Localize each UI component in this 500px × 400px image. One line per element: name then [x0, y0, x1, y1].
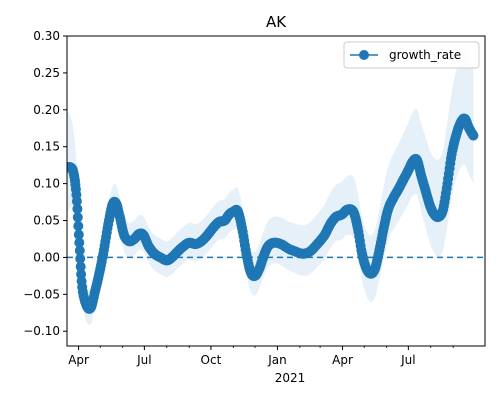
x-tick-label-3: Jan	[267, 353, 287, 367]
series-points	[67, 113, 479, 314]
data-point-24	[74, 237, 85, 248]
y-tick-label-3: 0.05	[33, 214, 60, 228]
y-tick-label-0: −0.10	[23, 324, 60, 338]
y-tick-label-6: 0.20	[33, 103, 60, 117]
data-point-21	[72, 212, 83, 223]
plot-frame	[66, 35, 486, 347]
legend-box	[343, 41, 480, 69]
x-tick-label-0: Apr	[68, 353, 89, 367]
data-point-19	[71, 196, 82, 207]
data-point-20	[72, 203, 83, 214]
x-axis: Apr Jul Oct Jan Apr Jul	[68, 346, 454, 367]
legend-label: growth_rate	[389, 48, 461, 62]
data-point-27	[75, 261, 86, 272]
x-tick-label-1: Jul	[136, 353, 151, 367]
data-point-25	[74, 245, 85, 256]
y-tick-label-1: −0.05	[23, 287, 60, 301]
y-tick-label-5: 0.15	[33, 140, 60, 154]
x-tick-label-5: Jul	[400, 353, 415, 367]
x-tick-label-2: Oct	[201, 353, 222, 367]
x-tick-label-4: Apr	[332, 353, 353, 367]
y-tick-label-2: 0.00	[33, 250, 60, 264]
y-tick-label-8: 0.30	[33, 29, 60, 43]
x-year-label: 2021	[275, 371, 306, 385]
chart-title: AK	[266, 13, 287, 31]
data-point-23	[73, 229, 84, 240]
data-point-26	[75, 253, 86, 264]
y-tick-label-4: 0.10	[33, 177, 60, 191]
data-point-498	[468, 130, 479, 141]
plot-area	[67, 50, 485, 325]
data-point-22	[73, 221, 84, 231]
y-axis: −0.10 −0.05 0.00 0.05 0.10 0.15 0.20 0.25 0.30	[23, 29, 67, 338]
y-tick-label-7: 0.25	[33, 66, 60, 80]
legend-marker-swatch	[359, 50, 369, 60]
legend: growth_rate	[343, 41, 480, 69]
